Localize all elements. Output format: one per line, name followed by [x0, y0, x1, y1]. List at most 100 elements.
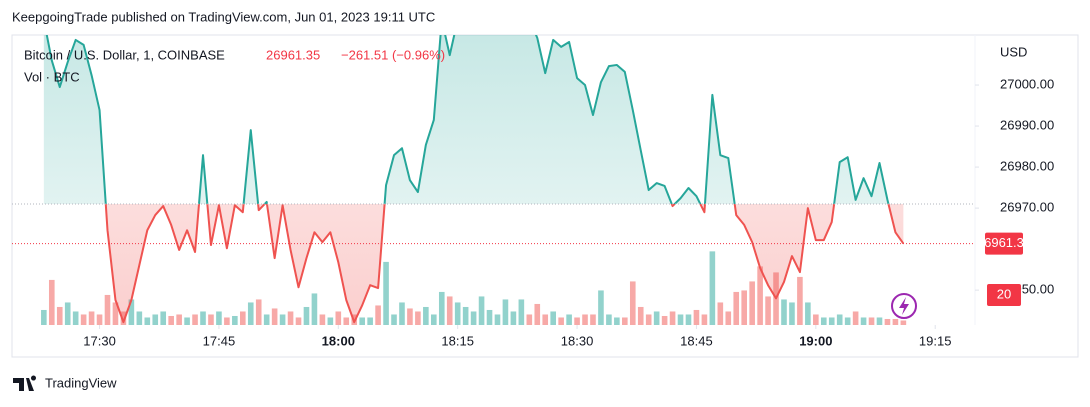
- volume-bar: [287, 311, 294, 325]
- volume-bar: [80, 314, 87, 325]
- volume-bar: [407, 308, 413, 325]
- x-tick-label: 19:00: [799, 333, 832, 348]
- volume-bar: [255, 299, 262, 325]
- volume-tag: [987, 283, 1021, 306]
- volume-bar: [367, 317, 373, 325]
- volume-bar: [733, 291, 740, 325]
- x-tick-label: 17:30: [83, 333, 116, 348]
- volume-bar: [653, 311, 660, 325]
- overlay: 26950.0026970.0026980.0026990.0027000.00…: [83, 76, 1054, 348]
- volume-bar: [224, 317, 230, 325]
- volume-bar: [852, 311, 859, 325]
- volume-bar: [797, 276, 803, 325]
- last-price: 26961.35: [266, 47, 320, 62]
- volume-bar: [160, 311, 167, 325]
- volume-bar: [41, 309, 47, 325]
- x-tick-label: 18:15: [441, 333, 474, 348]
- volume-bar: [104, 294, 111, 325]
- volume-bar: [542, 314, 549, 325]
- volume-bar: [478, 296, 485, 325]
- volume-tag-label: 20: [997, 286, 1011, 301]
- volume-bar: [614, 317, 620, 325]
- volume-bar: [494, 314, 501, 325]
- volume-bar: [510, 311, 517, 325]
- volume-bar: [64, 302, 71, 325]
- volume-bar: [805, 302, 811, 325]
- volume-bar: [112, 302, 119, 325]
- volume-bar: [184, 317, 190, 325]
- volume-bar: [72, 311, 79, 325]
- volume-bar: [677, 314, 684, 325]
- volume-bar: [590, 314, 596, 325]
- volume-bar: [606, 314, 612, 325]
- volume-bar: [844, 317, 851, 325]
- volume-bar: [486, 309, 493, 325]
- volume-bar: [868, 317, 875, 325]
- volume-bar: [598, 290, 604, 325]
- volume-bar: [900, 320, 907, 325]
- volume-bar: [470, 311, 477, 325]
- volume-bar: [359, 317, 365, 325]
- volume-bar: [446, 296, 453, 325]
- volume-bar: [279, 314, 286, 325]
- volume-bar: [88, 311, 95, 325]
- volume-bar: [319, 314, 326, 325]
- volume-bar: [152, 314, 159, 325]
- volume-bar: [415, 311, 421, 325]
- volume-bar: [701, 314, 708, 325]
- volume-bar: [271, 308, 278, 325]
- alert-bolt: [899, 297, 909, 315]
- volume-bar: [399, 302, 405, 325]
- volume-bar: [335, 311, 342, 325]
- volume-bar: [717, 302, 724, 325]
- volume-bar: [622, 317, 628, 325]
- volume-bar: [240, 311, 246, 325]
- volume-bar: [96, 314, 103, 325]
- volume-bar: [391, 314, 397, 325]
- logo: [13, 375, 36, 391]
- volume-bar: [558, 317, 564, 325]
- x-tick-label: 18:45: [680, 333, 713, 348]
- volume-bar: [48, 279, 55, 325]
- volume-bar: [709, 251, 716, 325]
- volume-bar: [56, 306, 63, 325]
- volume-bar: [828, 317, 835, 325]
- volume-bar: [343, 317, 350, 325]
- volume-bar: [582, 314, 588, 325]
- volume-bar: [757, 266, 763, 325]
- volume-bar: [303, 306, 310, 325]
- x-tick-label: 17:45: [203, 333, 236, 348]
- volume-bar: [669, 311, 676, 325]
- volume-bar: [295, 317, 302, 325]
- currency: USD: [1000, 44, 1027, 59]
- symbol: Bitcoin / U.S. Dollar, 1, COINBASE: [24, 47, 225, 62]
- volume-bar: [375, 305, 381, 325]
- header: KeepgoingTrade published on TradingView.…: [12, 9, 435, 24]
- y-tick-label: 26970.00: [1000, 200, 1054, 215]
- volume-bar: [176, 314, 182, 325]
- below-baseline: [43, 203, 905, 324]
- chart-frame: [11, 34, 1079, 358]
- volume-title: Vol · BTC: [24, 69, 80, 84]
- volume-bar: [144, 317, 151, 325]
- y-tick-label: 27000.00: [1000, 76, 1054, 91]
- volume-bar: [311, 293, 318, 325]
- volume-bar: [781, 299, 787, 325]
- volume-bar: [629, 281, 636, 325]
- volume-bar: [247, 302, 254, 325]
- y-tick-label: 26980.00: [1000, 159, 1054, 174]
- volume-bar: [789, 302, 795, 325]
- volume-bar: [661, 315, 668, 325]
- volume-bar: [136, 311, 143, 325]
- volume-bar: [216, 311, 222, 325]
- volume-bar: [693, 309, 700, 325]
- volume-bar: [518, 299, 525, 325]
- x-tick-label: 19:15: [919, 333, 952, 348]
- volume-bar: [892, 318, 899, 325]
- volume-bar: [820, 317, 827, 325]
- x-tick-label: 18:00: [322, 333, 355, 348]
- volume-bar: [725, 311, 732, 325]
- volume-bar: [765, 296, 771, 325]
- change: −261.51 (−0.96%): [341, 47, 445, 62]
